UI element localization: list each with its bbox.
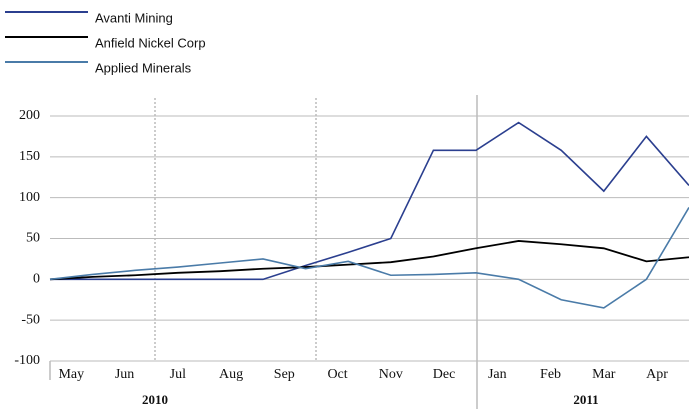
x-tick-label: Jun (115, 367, 134, 382)
x-tick-label: Sep (274, 367, 295, 382)
y-tick-label: -50 (21, 312, 40, 327)
line-series (50, 121, 689, 281)
x-tick-label: Apr (646, 367, 668, 382)
line-series (49, 240, 689, 281)
legend-label: Anfield Nickel Corp (95, 35, 206, 50)
year-label: 2010 (142, 392, 168, 407)
x-tick-label: May (58, 367, 84, 382)
x-tick-label: Feb (540, 367, 561, 382)
x-tick-label: Jul (170, 367, 186, 382)
y-tick-label: 50 (26, 231, 40, 246)
y-tick-label: -100 (14, 353, 40, 368)
x-tick-label: Jan (488, 367, 507, 382)
x-tick-label: Aug (219, 367, 243, 382)
x-tick-label: Mar (592, 367, 616, 382)
y-tick-label: 150 (19, 149, 40, 164)
x-tick-label: Oct (327, 367, 347, 382)
y-tick-label: 100 (19, 190, 40, 205)
legend-label: Avanti Mining (95, 10, 173, 25)
year-label: 2011 (573, 392, 598, 407)
x-tick-label: Dec (433, 367, 456, 382)
x-tick-label: Nov (379, 367, 403, 382)
y-tick-label: 200 (19, 108, 40, 123)
line-series (49, 207, 689, 309)
legend-label: Applied Minerals (95, 60, 192, 75)
y-tick-label: 0 (33, 272, 40, 287)
